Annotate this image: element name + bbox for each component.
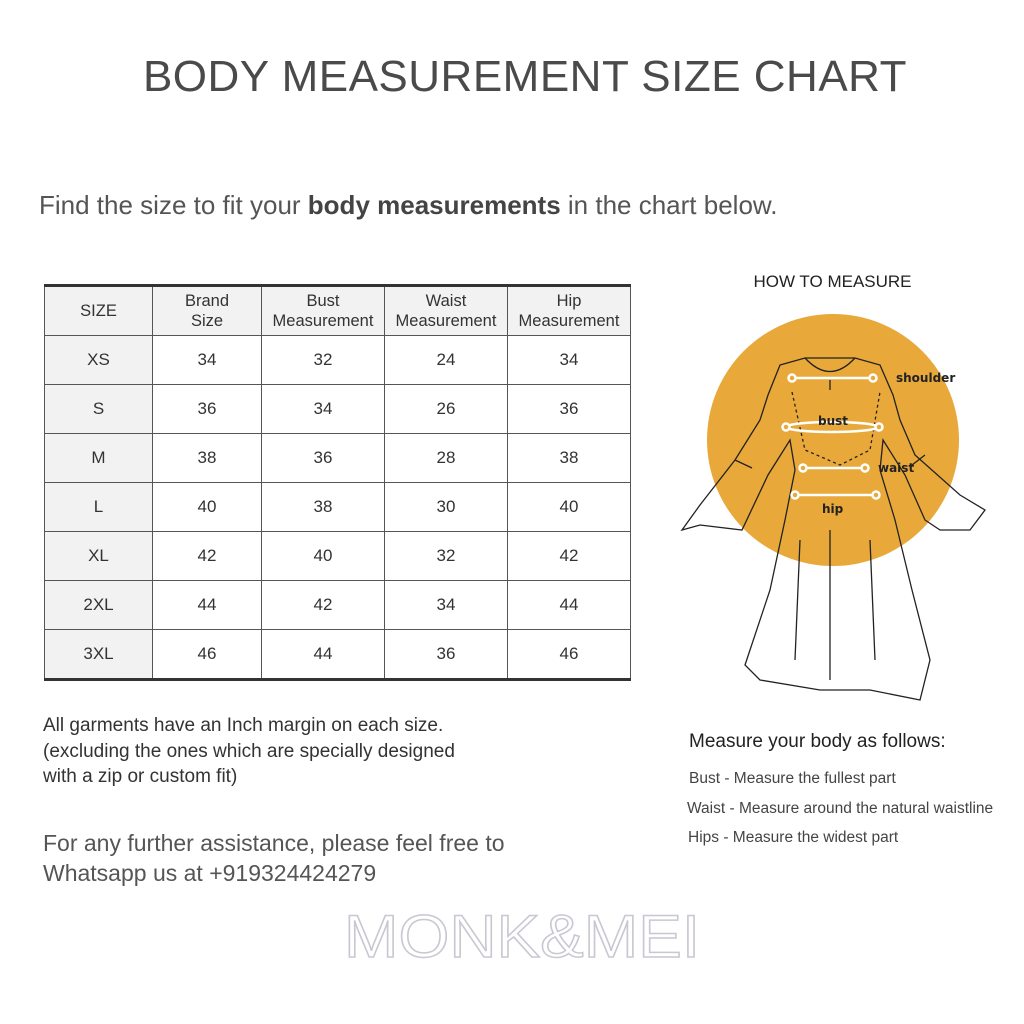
measure-lines <box>781 373 884 500</box>
size-cell: M <box>44 433 153 483</box>
header-text: SIZE <box>80 302 117 320</box>
value-cell: 28 <box>384 433 508 483</box>
label-waist: waist <box>878 461 914 475</box>
intro-text: Find the size to fit your body measureme… <box>39 190 777 221</box>
column-header: Bust Measurement <box>261 285 385 336</box>
size-cell: S <box>44 384 153 434</box>
note-line: All garments have an Inch margin on each… <box>43 715 444 736</box>
value-cell: 36 <box>507 384 631 434</box>
value-cell: 44 <box>507 580 631 630</box>
size-cell: 3XL <box>44 629 153 680</box>
dress-measure-illustration: shoulder bust waist hip <box>680 314 986 701</box>
note-line: with a zip or custom fit) <box>43 766 238 787</box>
value-cell: 34 <box>507 335 631 385</box>
intro-before: Find the size to fit your <box>39 190 308 220</box>
value-cell: 40 <box>261 531 385 581</box>
value-cell: 40 <box>507 482 631 532</box>
table-header-row: SIZE Brand Size Bust Measurement Waist Measure… <box>44 285 631 336</box>
value-cell: 24 <box>384 335 508 385</box>
value-cell: 42 <box>152 531 262 581</box>
waist-instruction: Waist - Measure around the natural waist… <box>687 800 994 817</box>
table-row: S 36 34 26 36 <box>44 384 631 434</box>
value-cell: 44 <box>152 580 262 630</box>
logo-text: MONK&MEI <box>344 905 700 965</box>
label-shoulder: shoulder <box>896 371 955 385</box>
value-cell: 36 <box>152 384 262 434</box>
column-header: Waist Measurement <box>384 285 508 336</box>
value-cell: 38 <box>152 433 262 483</box>
table-row: 3XL 46 44 36 46 <box>44 629 631 680</box>
value-cell: 44 <box>261 629 385 680</box>
label-bust: bust <box>818 414 848 428</box>
size-cell: 2XL <box>44 580 153 630</box>
label-hip: hip <box>822 502 844 516</box>
value-cell: 38 <box>507 433 631 483</box>
how-to-measure-title: HOW TO MEASURE <box>753 272 912 291</box>
note-line: (excluding the ones which are specially … <box>43 740 455 762</box>
size-cell: L <box>44 482 153 532</box>
value-cell: 42 <box>261 580 385 630</box>
assist-line: Whatsapp us at +919324424279 <box>43 860 377 886</box>
column-header: SIZE <box>44 285 153 336</box>
header-text: Measurement <box>272 312 374 330</box>
value-cell: 42 <box>507 531 631 581</box>
table-row: 2XL 44 42 34 44 <box>44 580 631 630</box>
table-row: L 40 38 30 40 <box>44 482 631 532</box>
header-text: Size <box>190 312 224 330</box>
brand-logo: MONK&MEI <box>344 905 701 965</box>
header-text: Measurement <box>395 312 497 330</box>
value-cell: 36 <box>261 433 385 483</box>
bust-instruction: Bust - Measure the fullest part <box>689 770 896 787</box>
value-cell: 36 <box>384 629 508 680</box>
size-cell: XL <box>44 531 153 581</box>
page-title: BODY MEASUREMENT SIZE CHART <box>142 52 908 101</box>
value-cell: 38 <box>261 482 385 532</box>
value-cell: 34 <box>384 580 508 630</box>
value-cell: 40 <box>152 482 262 532</box>
assistance-text: For any further assistance, please feel … <box>43 828 505 888</box>
header-text: Bust <box>306 292 340 310</box>
header-text: Measurement <box>518 312 620 330</box>
accent-circle <box>707 314 959 566</box>
size-table: SIZE Brand Size Bust Measurement Waist Measure… <box>44 284 631 681</box>
value-cell: 26 <box>384 384 508 434</box>
value-cell: 34 <box>261 384 385 434</box>
value-cell: 34 <box>152 335 262 385</box>
measure-instructions-title: Measure your body as follows: <box>689 731 946 752</box>
assist-line: For any further assistance, please feel … <box>43 830 505 856</box>
header-text: Waist <box>425 292 467 310</box>
header-text: Brand <box>184 292 230 310</box>
column-header: Brand Size <box>152 285 262 336</box>
intro-bold: body measurements <box>307 190 561 220</box>
hip-instruction: Hips - Measure the widest part <box>688 829 899 846</box>
margin-note: All garments have an Inch margin on each… <box>43 713 455 790</box>
table-row: XL 42 40 32 42 <box>44 531 631 581</box>
value-cell: 46 <box>152 629 262 680</box>
value-cell: 30 <box>384 482 508 532</box>
header-text: Hip <box>556 292 582 310</box>
table-row: M 38 36 28 38 <box>44 433 631 483</box>
table-row: XS 34 32 24 34 <box>44 335 631 385</box>
value-cell: 32 <box>384 531 508 581</box>
column-header: Hip Measurement <box>507 285 631 336</box>
intro-after: in the chart below. <box>560 190 778 220</box>
dress-outline <box>680 357 986 701</box>
value-cell: 32 <box>261 335 385 385</box>
size-cell: XS <box>44 335 153 385</box>
value-cell: 46 <box>507 629 631 680</box>
